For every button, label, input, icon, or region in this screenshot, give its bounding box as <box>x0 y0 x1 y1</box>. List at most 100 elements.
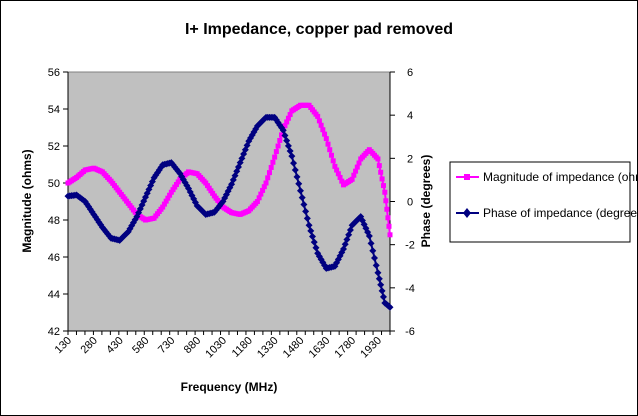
x-tick-label: 280 <box>78 335 99 356</box>
magnitude-point <box>383 198 389 204</box>
series-magnitude <box>65 102 393 238</box>
magnitude-point <box>273 149 279 155</box>
magnitude-point <box>170 187 176 193</box>
magnitude-point <box>204 183 210 189</box>
magnitude-point <box>349 176 355 182</box>
magnitude-point <box>320 127 326 133</box>
magnitude-point <box>279 132 285 138</box>
magnitude-point <box>275 143 281 149</box>
legend-phase-label: Phase of impedance (degrees) <box>483 206 637 220</box>
left-tick-label: 44 <box>48 289 60 301</box>
left-tick-label: 50 <box>48 178 60 190</box>
phase-point <box>302 207 310 215</box>
magnitude-point <box>285 115 291 121</box>
right-axis-label: Phase (degrees) <box>419 155 433 248</box>
magnitude-point <box>316 118 322 124</box>
left-tick-label: 42 <box>48 326 60 338</box>
legend-magnitude-label: Magnitude of impedance (ohms) <box>483 170 637 184</box>
magnitude-point <box>266 170 272 176</box>
magnitude-point <box>263 180 269 186</box>
phase-point <box>372 261 380 269</box>
magnitude-point <box>258 191 264 197</box>
magnitude-point <box>261 184 267 190</box>
magnitude-point <box>375 156 381 162</box>
legend-phase-marker <box>463 208 471 218</box>
phase-point <box>334 255 342 263</box>
phase-point <box>298 194 306 202</box>
magnitude-point <box>175 179 181 185</box>
magnitude-point <box>254 199 260 204</box>
x-tick-label: 1780 <box>332 335 358 361</box>
series-phase <box>64 113 394 311</box>
phase-point <box>310 238 318 246</box>
legend: Magnitude of impedance (ohms) Phase of i… <box>449 161 637 243</box>
magnitude-point <box>325 141 331 147</box>
magnitude-point <box>268 164 274 170</box>
phase-point <box>296 187 304 195</box>
x-tick-label: 580 <box>130 335 151 356</box>
phase-point <box>378 287 386 295</box>
right-tick-label: 2 <box>407 153 413 165</box>
legend-magnitude-marker <box>464 174 470 180</box>
phase-point <box>307 227 315 235</box>
x-tick-label: 1480 <box>281 335 307 361</box>
x-tick-label: 430 <box>104 335 125 356</box>
left-tick-label: 56 <box>48 67 60 79</box>
x-tick-label: 1030 <box>203 335 229 361</box>
phase-point <box>374 269 382 277</box>
phase-point <box>367 239 375 247</box>
magnitude-point <box>206 185 212 191</box>
magnitude-point <box>161 201 167 207</box>
phase-point <box>377 281 385 289</box>
x-tick-label: 1630 <box>307 335 333 361</box>
phase-point <box>371 254 379 262</box>
phase-point <box>288 152 296 160</box>
magnitude-point <box>384 206 390 212</box>
magnitude-point <box>173 181 179 187</box>
magnitude-point <box>382 189 388 195</box>
magnitude-point <box>335 171 341 177</box>
magnitude-point <box>203 180 209 186</box>
magnitude-point <box>318 122 324 128</box>
magnitude-point <box>385 215 391 221</box>
magnitude-point <box>386 223 392 229</box>
magnitude-point <box>354 164 360 170</box>
right-tick-label: 0 <box>407 197 413 209</box>
magnitude-point <box>328 152 334 158</box>
x-axis-label: Frequency (MHz) <box>181 380 278 394</box>
series-layer <box>64 102 394 311</box>
magnitude-point <box>334 167 340 173</box>
magnitude-point <box>272 154 278 160</box>
magnitude-point <box>270 159 276 165</box>
magnitude-point <box>256 195 262 201</box>
right-tick-label: -4 <box>405 283 415 295</box>
left-tick-label: 52 <box>48 141 60 153</box>
magnitude-point <box>210 190 216 196</box>
phase-point <box>295 180 303 188</box>
x-tick-label: 730 <box>156 335 177 356</box>
magnitude-point <box>380 183 386 189</box>
legend-box <box>449 161 631 243</box>
left-axis-label: Magnitude (ohms) <box>20 149 34 252</box>
phase-point <box>252 125 260 133</box>
magnitude-point <box>327 147 333 153</box>
magnitude-point <box>376 163 382 169</box>
magnitude-point <box>168 189 174 195</box>
phase-point <box>303 214 311 222</box>
magnitude-point <box>165 195 171 201</box>
magnitude-point <box>378 169 384 175</box>
left-axis: 42 44 46 48 50 52 54 56 <box>48 67 69 338</box>
magnitude-point <box>284 119 290 125</box>
phase-point <box>293 173 301 181</box>
left-tick-label: 54 <box>48 104 60 116</box>
phase-point <box>312 244 320 252</box>
phase-point <box>375 275 383 283</box>
chart-title: I+ Impedance, copper pad removed <box>185 21 453 38</box>
right-tick-label: -6 <box>405 326 415 338</box>
phase-point <box>386 303 394 311</box>
phase-point <box>300 201 308 209</box>
x-tick-label: 1930 <box>358 335 384 361</box>
right-tick-label: -2 <box>405 240 415 252</box>
magnitude-point <box>160 204 166 210</box>
left-tick-label: 46 <box>48 252 60 264</box>
